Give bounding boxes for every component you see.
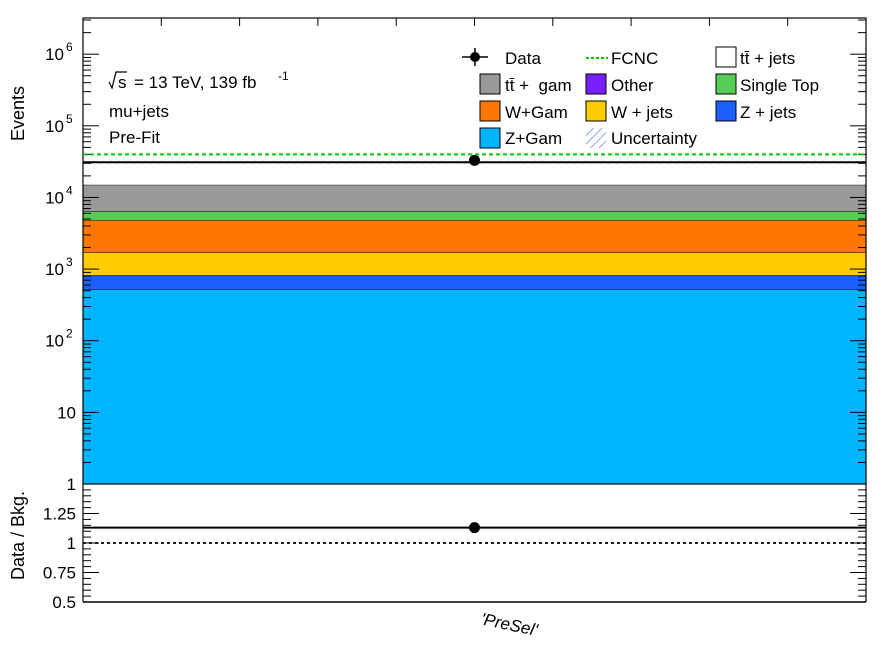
legend-entry-ttgam: tt̄ + gam [479, 73, 572, 95]
legend-entry-singletop: Single Top [715, 73, 819, 95]
upper-y-ticks [83, 19, 866, 485]
legend-label: FCNC [611, 49, 658, 68]
legend-label: tt̄ + jets [740, 49, 795, 68]
ratio-y-tick-label: 0.5 [52, 593, 76, 612]
channel-label: mu+jets [109, 102, 169, 121]
energy-label: = 13 TeV, 139 fb [134, 73, 256, 92]
x-category-label: 'PreSel' [479, 609, 540, 640]
y-tick-label: 10 [45, 188, 64, 207]
stack-bar-wjets [83, 252, 866, 276]
legend-entry-zgam: Z+Gam [479, 127, 562, 149]
upper-x-ticks [160, 18, 789, 26]
data-point [469, 154, 480, 166]
upper-y-axis-label: Events [8, 86, 28, 141]
sqrt-symbol [108, 71, 127, 90]
stack-bar-singletop [83, 211, 866, 221]
y-tick-label: 10 [45, 260, 64, 279]
legend-entry-wgam: W+Gam [479, 100, 568, 122]
legend-label: Data [505, 49, 541, 68]
legend-entry-uncertainty: Uncertainty [586, 128, 697, 148]
legend-entry-wjets: W + jets [585, 100, 673, 122]
y-tick-label: 10 [57, 403, 76, 422]
legend-entry-data: Data [462, 48, 541, 68]
y-tick-label: 10 [45, 117, 64, 136]
stack-bar-ttgam [83, 184, 866, 212]
legend-label: Z+Gam [505, 129, 562, 148]
ratio-y-tick-labels: 0.5 0.75 1 1.25 [43, 505, 76, 613]
energy-exponent: -1 [278, 69, 289, 83]
legend-label: Single Top [740, 76, 819, 95]
y-tick-exponent: 6 [66, 40, 73, 54]
stage-label: Pre-Fit [109, 128, 160, 147]
stack-bar-zgam [83, 289, 866, 484]
y-tick-label: 1 [67, 475, 76, 494]
energy-annotation: s = 13 TeV, 139 fb -1 [108, 69, 289, 92]
upper-marks [83, 153, 866, 166]
ratio-y-tick-label: 0.75 [43, 564, 76, 583]
ratio-y-tick-label: 1.25 [43, 505, 76, 524]
stacked-bars [83, 160, 866, 484]
legend-entry-fcnc: FCNC [586, 49, 658, 68]
legend-label: tt̄ + gam [505, 76, 572, 95]
ratio-y-tick-label: 1 [67, 534, 76, 553]
y-tick-exponent: 4 [66, 183, 73, 197]
y-tick-exponent: 5 [66, 112, 73, 126]
y-tick-exponent: 3 [66, 255, 73, 269]
legend-entry-zjets: Z + jets [715, 100, 796, 122]
ratio-marks [83, 522, 866, 544]
legend-label: Other [611, 76, 654, 95]
legend-label: W + jets [611, 103, 673, 122]
ratio-panel: 0.5 0.75 1 1.25 Data / Bkg. 'PreSel' [8, 483, 867, 640]
y-tick-label: 10 [45, 332, 64, 351]
legend-entry-ttjets: tt̄ + jets [715, 46, 795, 68]
legend-label: Uncertainty [611, 129, 697, 148]
legend-label: W+Gam [505, 103, 568, 122]
ratio-point [469, 522, 480, 534]
upper-frame [82, 17, 867, 485]
ratio-y-axis-label: Data / Bkg. [8, 491, 28, 580]
legend-label: Z + jets [740, 103, 796, 122]
energy-prefix: s [118, 73, 127, 92]
stack-bar-ttjets [83, 162, 866, 185]
y-tick-label: 10 [45, 45, 64, 64]
y-tick-exponent: 2 [66, 327, 73, 341]
stack-bar-wgam [83, 220, 866, 253]
legend-entry-other: Other [585, 73, 654, 95]
legend: Data FCNC tt̄ + jets tt̄ + gam Other Sin… [462, 46, 819, 149]
stack-bar-zjets [83, 275, 866, 290]
